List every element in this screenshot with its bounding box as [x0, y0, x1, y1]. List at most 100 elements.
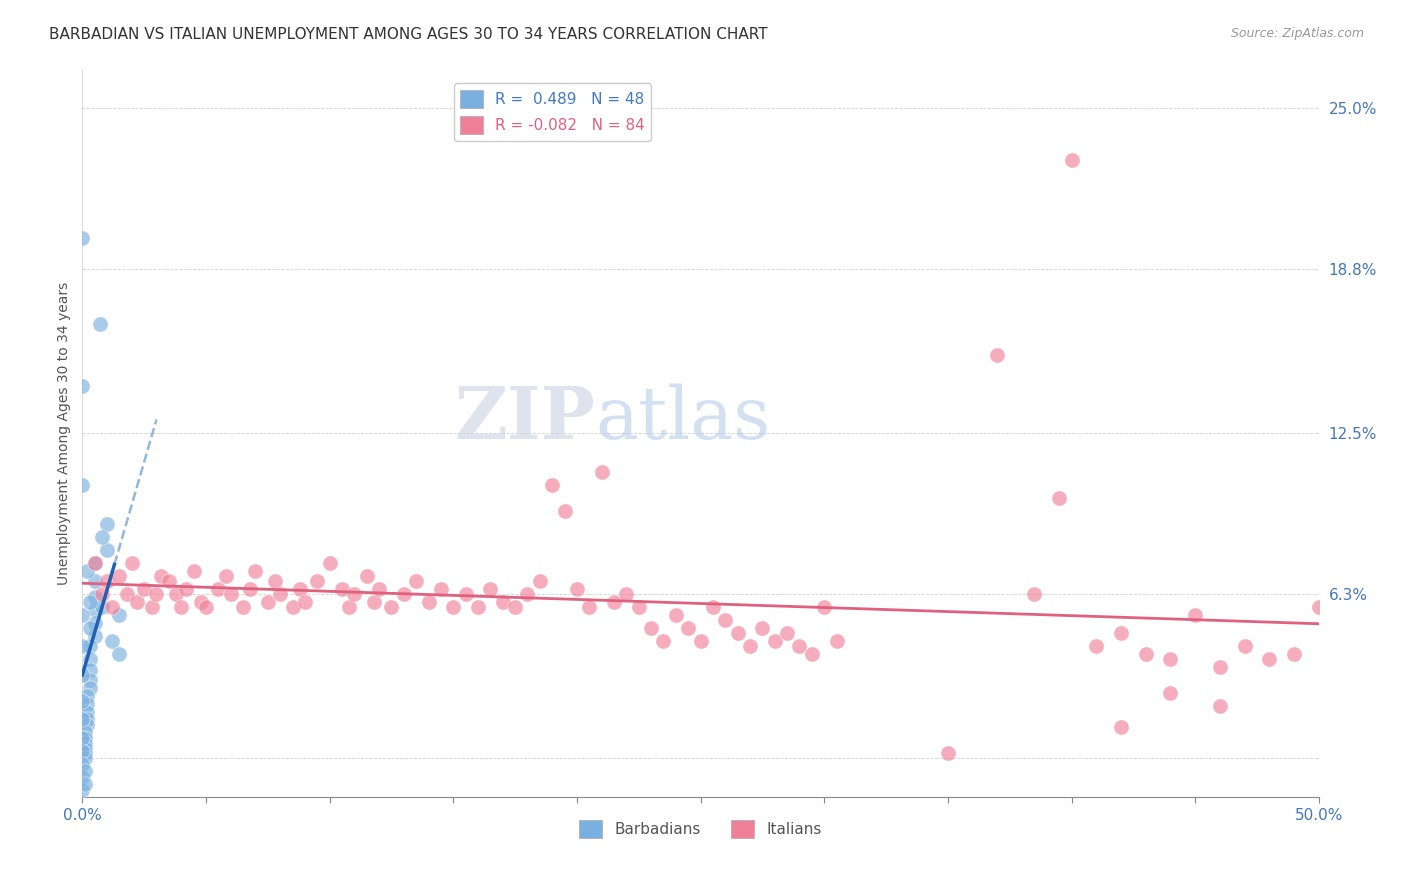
Point [307, 574, 329, 589]
Point [380, 600, 402, 615]
Y-axis label: Unemployment Among Ages 30 to 34 years: Unemployment Among Ages 30 to 34 years [58, 281, 72, 584]
Point [194, 600, 217, 615]
Point [541, 478, 564, 492]
Point [1159, 652, 1181, 666]
Point [1308, 600, 1330, 615]
Point [91, 600, 114, 615]
Point [936, 746, 959, 760]
Point [616, 587, 638, 601]
Point [405, 574, 427, 589]
Point [269, 587, 291, 601]
Point [72, 379, 94, 393]
Point [79, 640, 101, 654]
Point [76, 564, 98, 578]
Point [73, 777, 96, 791]
Text: Source: ZipAtlas.com: Source: ZipAtlas.com [1230, 27, 1364, 40]
Point [73, 725, 96, 739]
Point [174, 582, 197, 597]
Text: ZIP: ZIP [454, 383, 596, 454]
Point [101, 600, 124, 615]
Point [363, 595, 385, 609]
Point [652, 634, 675, 648]
Point [776, 626, 799, 640]
Point [343, 587, 366, 601]
Point [76, 689, 98, 703]
Point [1109, 626, 1132, 640]
Point [441, 600, 464, 615]
Point [76, 705, 98, 719]
Point [115, 587, 138, 601]
Point [108, 569, 131, 583]
Point [591, 465, 613, 479]
Point [72, 478, 94, 492]
Point [190, 595, 212, 609]
Point [157, 574, 180, 589]
Point [1060, 153, 1083, 167]
Point [108, 608, 131, 623]
Point [73, 746, 96, 760]
Point [83, 590, 105, 604]
Point [281, 600, 304, 615]
Point [72, 668, 94, 682]
Point [702, 600, 724, 615]
Point [72, 770, 94, 784]
Point [76, 697, 98, 711]
Point [72, 608, 94, 623]
Point [1047, 491, 1070, 505]
Point [454, 587, 477, 601]
Point [79, 681, 101, 695]
Point [676, 621, 699, 635]
Point [96, 543, 118, 558]
Point [813, 600, 835, 615]
Point [219, 587, 242, 601]
Point [800, 647, 823, 661]
Point [467, 600, 489, 615]
Point [368, 582, 391, 597]
Point [789, 640, 811, 654]
Point [503, 600, 526, 615]
Point [665, 608, 688, 623]
Point [516, 587, 538, 601]
Point [825, 634, 848, 648]
Point [72, 782, 94, 797]
Point [1258, 652, 1281, 666]
Point [150, 569, 173, 583]
Point [627, 600, 650, 615]
Point [108, 647, 131, 661]
Point [125, 595, 148, 609]
Point [73, 731, 96, 745]
Point [207, 582, 229, 597]
Point [578, 600, 600, 615]
Point [1159, 686, 1181, 700]
Point [165, 587, 187, 601]
Point [288, 582, 311, 597]
Point [76, 712, 98, 726]
Point [83, 556, 105, 570]
Point [529, 574, 551, 589]
Point [430, 582, 453, 597]
Point [727, 626, 749, 640]
Point [1233, 640, 1256, 654]
Point [356, 569, 378, 583]
Point [73, 764, 96, 779]
Point [72, 756, 94, 771]
Point [134, 582, 156, 597]
Point [72, 743, 94, 757]
Point [763, 634, 786, 648]
Point [215, 569, 238, 583]
Point [72, 731, 94, 745]
Point [1085, 640, 1108, 654]
Point [83, 574, 105, 589]
Point [689, 634, 711, 648]
Point [751, 621, 773, 635]
Point [83, 629, 105, 643]
Point [79, 652, 101, 666]
Point [89, 317, 111, 331]
Point [640, 621, 662, 635]
Point [96, 574, 118, 589]
Point [1109, 720, 1132, 734]
Point [1282, 647, 1305, 661]
Point [145, 587, 167, 601]
Point [79, 663, 101, 677]
Legend: Barbadians, Italians: Barbadians, Italians [574, 814, 828, 845]
